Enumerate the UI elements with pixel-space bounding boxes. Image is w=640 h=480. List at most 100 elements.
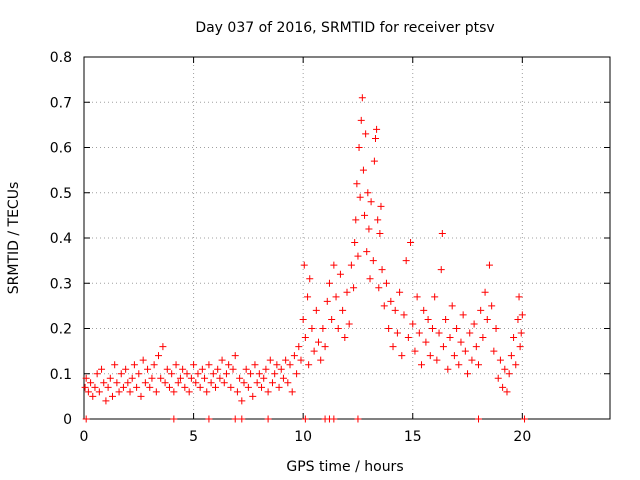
data-point bbox=[148, 374, 156, 382]
data-point bbox=[503, 388, 511, 396]
data-point bbox=[146, 383, 154, 391]
data-point bbox=[293, 370, 301, 378]
data-point bbox=[187, 374, 195, 382]
data-point bbox=[130, 361, 138, 369]
data-point bbox=[374, 216, 382, 224]
data-point bbox=[227, 383, 235, 391]
data-point bbox=[330, 261, 338, 269]
x-tick-label: 0 bbox=[80, 429, 89, 445]
data-point bbox=[444, 365, 452, 373]
data-point bbox=[196, 383, 204, 391]
data-point bbox=[176, 374, 184, 382]
data-point bbox=[319, 325, 327, 332]
data-point bbox=[82, 415, 90, 423]
data-point bbox=[251, 361, 259, 369]
data-point bbox=[124, 379, 132, 387]
data-point bbox=[455, 361, 463, 369]
data-point bbox=[170, 415, 178, 423]
y-tick-label: 0.8 bbox=[50, 50, 72, 66]
data-point bbox=[128, 374, 136, 382]
data-point bbox=[363, 248, 371, 256]
data-point bbox=[435, 329, 443, 337]
x-tick-label: 10 bbox=[294, 429, 312, 445]
data-point bbox=[464, 370, 472, 378]
axis-ticks: 0 5 10 15 20 0 0.1 0.2 0.3 0.4 0.5 0.6 0.7 0.8 bbox=[50, 50, 610, 445]
data-point bbox=[306, 275, 314, 283]
data-point bbox=[375, 284, 383, 292]
data-point bbox=[249, 392, 257, 400]
data-point bbox=[194, 370, 202, 378]
data-point bbox=[212, 383, 219, 391]
data-point bbox=[448, 302, 456, 310]
data-point bbox=[376, 229, 384, 237]
data-point bbox=[438, 229, 446, 237]
data-point bbox=[139, 356, 147, 364]
data-point bbox=[479, 334, 487, 342]
data-point bbox=[354, 252, 362, 260]
data-point bbox=[207, 379, 215, 387]
data-point bbox=[330, 415, 338, 423]
data-point bbox=[457, 338, 465, 346]
data-point bbox=[238, 415, 246, 423]
data-point bbox=[205, 415, 213, 423]
data-point bbox=[422, 338, 430, 346]
data-point bbox=[308, 325, 316, 332]
data-point bbox=[253, 379, 261, 387]
data-point bbox=[501, 365, 509, 373]
data-point bbox=[290, 352, 298, 360]
data-point bbox=[216, 374, 224, 382]
data-point bbox=[218, 356, 226, 364]
data-point bbox=[286, 361, 294, 369]
data-point bbox=[89, 392, 97, 400]
data-point bbox=[279, 374, 287, 382]
data-point bbox=[377, 202, 385, 210]
y-tick-label: 0 bbox=[63, 412, 72, 428]
data-point bbox=[475, 361, 482, 369]
data-point bbox=[496, 356, 504, 364]
data-point bbox=[339, 306, 347, 314]
data-point bbox=[459, 311, 467, 319]
data-point bbox=[402, 257, 410, 265]
data-point bbox=[185, 388, 193, 396]
data-point bbox=[277, 365, 285, 373]
data-point bbox=[300, 261, 308, 269]
data-point bbox=[355, 144, 363, 151]
data-point bbox=[396, 288, 404, 296]
data-point bbox=[301, 334, 309, 342]
data-point bbox=[152, 388, 160, 396]
data-point bbox=[181, 383, 189, 391]
data-point bbox=[163, 365, 171, 373]
data-point bbox=[354, 415, 362, 423]
data-point bbox=[332, 293, 340, 301]
data-point bbox=[347, 261, 355, 269]
data-point bbox=[362, 130, 370, 138]
data-point bbox=[271, 370, 279, 378]
data-point bbox=[512, 361, 520, 369]
data-point bbox=[426, 352, 434, 360]
data-point bbox=[144, 365, 152, 373]
data-point bbox=[369, 257, 377, 265]
data-point bbox=[141, 379, 149, 387]
data-point bbox=[328, 315, 336, 323]
data-point bbox=[358, 94, 366, 102]
data-point bbox=[264, 415, 272, 423]
data-point bbox=[81, 383, 89, 391]
data-point bbox=[409, 320, 417, 328]
data-point bbox=[407, 239, 415, 247]
data-point bbox=[371, 134, 379, 142]
data-point bbox=[442, 315, 450, 323]
data-point bbox=[365, 225, 373, 233]
data-point bbox=[378, 266, 386, 274]
data-point bbox=[352, 216, 360, 224]
data-point bbox=[247, 370, 255, 378]
data-point bbox=[161, 379, 169, 387]
data-point bbox=[205, 361, 213, 369]
data-point bbox=[336, 270, 344, 278]
data-point bbox=[233, 388, 241, 396]
data-point bbox=[475, 415, 482, 423]
data-point bbox=[317, 356, 325, 364]
data-point bbox=[119, 383, 127, 391]
data-point bbox=[135, 370, 143, 378]
data-point bbox=[170, 388, 178, 396]
data-point bbox=[137, 392, 145, 400]
